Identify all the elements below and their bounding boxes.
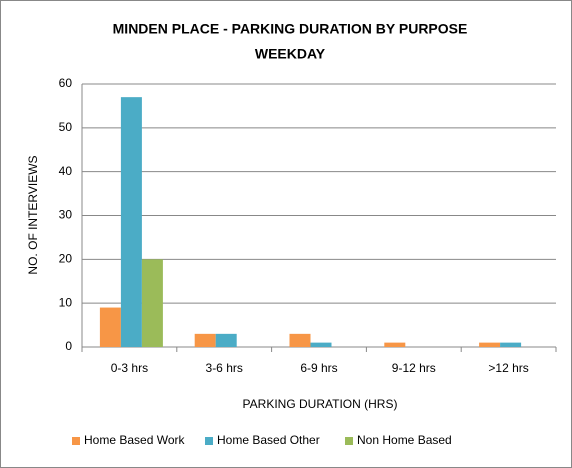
x-axis-title: PARKING DURATION (HRS) xyxy=(243,397,398,411)
y-tick-label: 50 xyxy=(59,120,73,134)
x-tick-label: 9-12 hrs xyxy=(392,361,436,375)
bar xyxy=(500,342,522,347)
y-tick-label: 0 xyxy=(65,339,72,353)
y-tick-label: 60 xyxy=(59,76,73,90)
bar xyxy=(120,97,142,348)
bar xyxy=(215,333,237,347)
y-tick-label: 20 xyxy=(59,252,73,266)
bar xyxy=(479,342,501,347)
y-tick-label: 10 xyxy=(59,295,73,309)
x-tick-label: 6-9 hrs xyxy=(300,361,337,375)
legend-label: Home Based Work xyxy=(84,433,185,447)
x-tick-label: 3-6 hrs xyxy=(206,361,243,375)
y-tick-label: 30 xyxy=(59,208,73,222)
legend-swatch xyxy=(72,437,80,445)
legend-swatch xyxy=(205,437,213,445)
legend-swatch xyxy=(345,437,353,445)
bar xyxy=(141,259,163,347)
bar xyxy=(384,342,406,347)
y-axis-title: NO. OF INTERVIEWS xyxy=(26,155,40,274)
legend-label: Home Based Other xyxy=(217,433,320,447)
bar xyxy=(289,333,311,347)
bar xyxy=(194,333,216,347)
bar xyxy=(310,342,332,347)
bar xyxy=(99,307,121,347)
x-tick-label: >12 hrs xyxy=(488,361,528,375)
x-tick-label: 0-3 hrs xyxy=(111,361,148,375)
chart-title: WEEKDAY xyxy=(255,46,326,62)
y-tick-label: 40 xyxy=(59,164,73,178)
chart-title: MINDEN PLACE - PARKING DURATION BY PURPO… xyxy=(113,21,468,37)
legend-label: Non Home Based xyxy=(357,433,452,447)
